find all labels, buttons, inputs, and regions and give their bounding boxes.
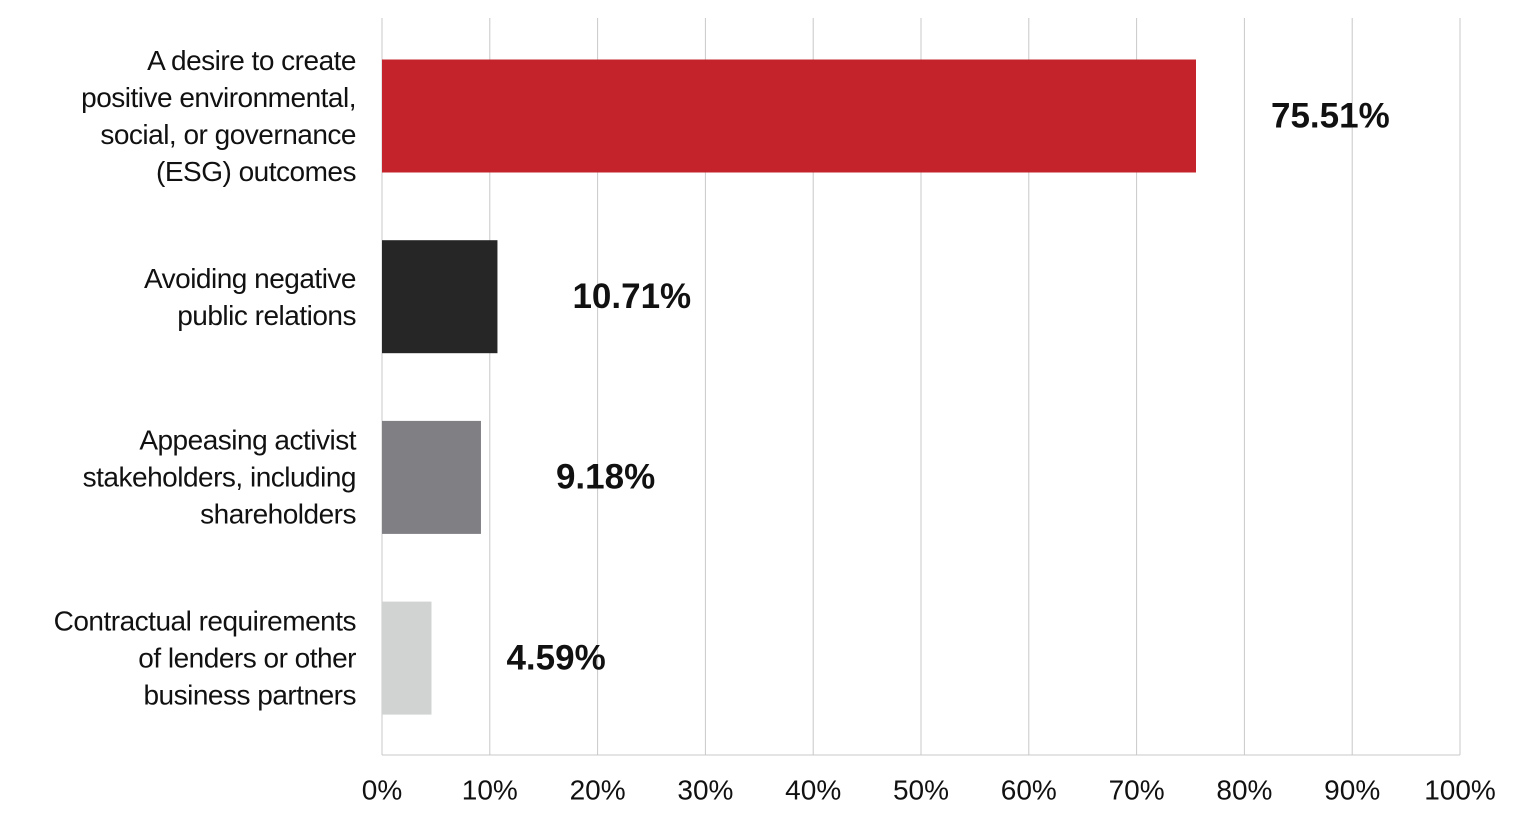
value-label: 9.18%	[556, 458, 655, 497]
category-label: A desire to create positive environmenta…	[81, 45, 356, 187]
category-label: Appeasing activist stakeholders, includi…	[82, 424, 357, 530]
value-label: 10.71%	[572, 277, 691, 316]
category-label: Contractual requirements of lenders or o…	[53, 605, 357, 711]
x-tick-label: 80%	[1216, 774, 1272, 805]
x-tick-label: 10%	[462, 774, 518, 805]
x-tick-label: 30%	[677, 774, 733, 805]
bar	[382, 420, 481, 534]
bar	[382, 601, 432, 715]
x-tick-label: 20%	[570, 774, 626, 805]
x-tick-label: 90%	[1324, 774, 1380, 805]
bar	[382, 240, 498, 354]
value-label: 4.59%	[506, 638, 605, 677]
x-tick-label: 40%	[785, 774, 841, 805]
x-tick-label: 60%	[1001, 774, 1057, 805]
bar	[382, 59, 1196, 173]
category-label: Avoiding negative public relations	[143, 262, 357, 331]
x-tick-label: 50%	[893, 774, 949, 805]
x-tick-label: 100%	[1424, 774, 1496, 805]
x-tick-label: 0%	[362, 774, 402, 805]
x-tick-label: 70%	[1109, 774, 1165, 805]
value-label: 75.51%	[1271, 96, 1390, 135]
